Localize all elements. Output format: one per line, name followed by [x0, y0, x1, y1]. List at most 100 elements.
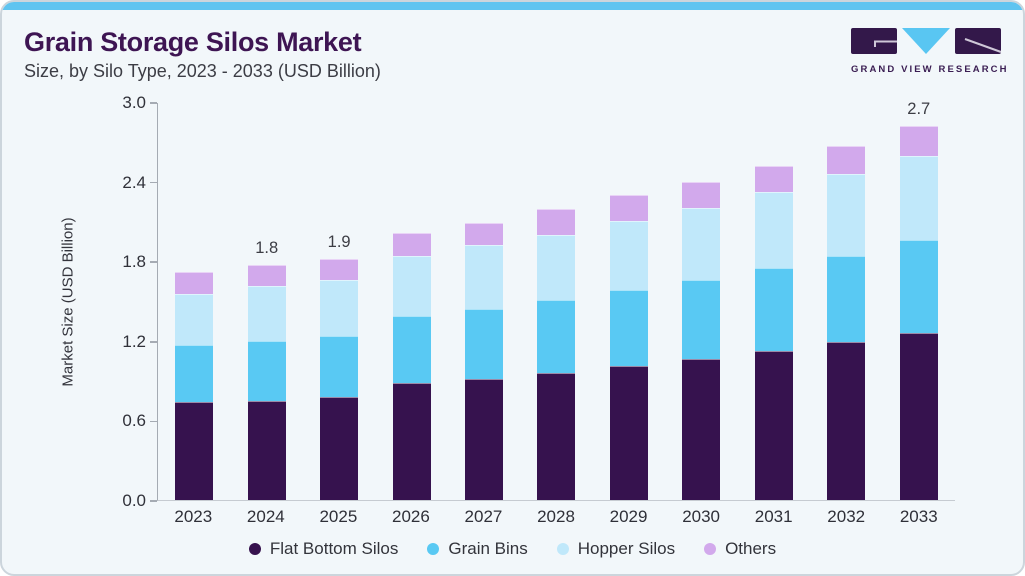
bar-stack-2031: [754, 165, 793, 500]
bar-slot-2031: [738, 103, 810, 500]
bar-segment-flat-bottom-silos: [320, 396, 359, 500]
bar-segment-grain-bins: [827, 255, 866, 343]
bar-segment-grain-bins: [392, 315, 431, 384]
bar-stack-2033: [899, 125, 938, 500]
y-tick-label: 1.2: [122, 331, 146, 351]
y-tick-mark: [150, 181, 157, 184]
bar-segment-hopper-silos: [320, 279, 359, 336]
bar-segment-grain-bins: [899, 239, 938, 333]
y-tick-label: 1.8: [122, 252, 146, 272]
page-title: Grain Storage Silos Market: [24, 27, 362, 57]
bar-stack-2025: [320, 258, 359, 500]
legend-dot-icon: [704, 543, 717, 555]
x-tick-label: 2030: [682, 507, 721, 526]
bar-segment-flat-bottom-silos: [392, 383, 431, 500]
bar-segment-flat-bottom-silos: [899, 332, 938, 500]
bar-segment-others: [247, 265, 286, 287]
legend-label: Hopper Silos: [577, 539, 676, 558]
bar-segment-others: [465, 222, 504, 246]
y-tick-label: 2.4: [122, 172, 146, 192]
bar-stack-2027: [465, 222, 504, 500]
bar-segment-others: [827, 145, 866, 174]
bar-segment-flat-bottom-silos: [465, 379, 504, 500]
bar-stack-2029: [609, 194, 648, 500]
bar-segment-hopper-silos: [827, 173, 866, 256]
bar-segment-flat-bottom-silos: [827, 342, 866, 500]
bar-segment-grain-bins: [247, 340, 286, 401]
bar-slot-2025: 1.9: [303, 103, 375, 500]
x-tick-label: 2025: [319, 507, 358, 526]
legend-item-hopper-silos: Hopper Silos: [556, 539, 676, 559]
bar-segment-others: [392, 233, 431, 256]
bar-stack-2026: [392, 233, 431, 500]
bar-segment-others: [754, 165, 793, 193]
plot-area: 1.8 1.9 2.7: [157, 99, 955, 501]
bar-segment-hopper-silos: [609, 221, 648, 291]
x-tick-label: 2026: [392, 507, 430, 526]
bar-segment-hopper-silos: [247, 286, 286, 341]
bar-segment-others: [609, 194, 648, 222]
x-tick-label: 2029: [609, 507, 648, 526]
gvr-logo-text: GRAND VIEW RESEARCH: [851, 64, 1009, 75]
x-tick-label: 2024: [246, 507, 285, 526]
x-tick-label: 2031: [754, 507, 793, 526]
bar-slot-2033: 2.7: [883, 99, 955, 500]
bar-segment-others: [899, 125, 938, 157]
bar-segment-hopper-silos: [899, 156, 938, 240]
bar-total-label: 1.9: [327, 232, 351, 251]
bar-segment-hopper-silos: [465, 245, 504, 309]
legend-label: Others: [725, 539, 777, 558]
bar-slot-2028: [520, 103, 592, 500]
bar-segment-hopper-silos: [175, 294, 214, 345]
legend-item-grain-bins: Grain Bins: [427, 539, 528, 559]
legend-item-flat-bottom-silos: Flat Bottom Silos: [248, 539, 399, 559]
y-tick-mark: [150, 500, 157, 502]
bar-segment-others: [320, 258, 359, 280]
bar-segment-hopper-silos: [537, 234, 576, 300]
bar-segment-flat-bottom-silos: [537, 372, 576, 500]
bar-segment-grain-bins: [320, 335, 359, 397]
chart-header: Grain Storage Silos Market Size, by Silo…: [24, 26, 381, 82]
legend-dot-icon: [427, 543, 440, 555]
bar-slot-2029: [593, 103, 665, 500]
bar-slot-2024: 1.8: [230, 103, 302, 500]
bar-total-label: 1.8: [255, 239, 279, 258]
bar-stack-2024: [247, 265, 286, 500]
bar-segment-others: [175, 271, 214, 295]
y-tick-mark: [150, 261, 157, 263]
bar-segment-hopper-silos: [392, 255, 431, 316]
bar-segment-flat-bottom-silos: [247, 400, 286, 500]
bar-stack-2023: [175, 271, 214, 500]
bar-segment-grain-bins: [537, 299, 576, 373]
bar-segment-flat-bottom-silos: [682, 359, 721, 500]
bar-stack-2030: [682, 181, 721, 500]
bars-container: 1.8 1.9 2.7: [158, 99, 955, 500]
bar-segment-others: [682, 181, 721, 209]
x-tick-label: 2032: [827, 507, 866, 526]
bar-slot-2026: [375, 103, 447, 500]
top-accent-bar: [2, 2, 1023, 10]
chart-legend: Flat Bottom Silos Grain Bins Hopper Silos O…: [2, 539, 1023, 559]
y-axis-title: Market Size (USD Billion): [59, 217, 77, 387]
y-tick-mark: [150, 341, 157, 343]
bar-segment-grain-bins: [609, 290, 648, 367]
y-tick-label: 0.0: [122, 491, 146, 510]
legend-dot-icon: [556, 543, 569, 555]
bar-total-label: 2.7: [907, 99, 931, 118]
x-tick-label: 2023: [174, 507, 213, 526]
legend-dot-icon: [248, 543, 261, 555]
bar-segment-hopper-silos: [682, 208, 721, 280]
gvr-logo: GRAND VIEW RESEARCH: [851, 28, 1009, 75]
bar-slot-2030: [665, 103, 737, 500]
page-subtitle: Size, by Silo Type, 2023 - 2033 (USD Bil…: [24, 61, 381, 81]
legend-label: Flat Bottom Silos: [269, 539, 399, 558]
bar-stack-2032: [827, 145, 866, 500]
bar-segment-grain-bins: [175, 344, 214, 402]
legend-item-others: Others: [704, 539, 776, 559]
bar-segment-grain-bins: [754, 267, 793, 352]
y-tick-mark: [150, 420, 157, 423]
x-tick-label: 2028: [537, 507, 575, 526]
bar-segment-others: [537, 209, 576, 235]
x-axis-labels: 2023 2024 2025 2026 2027 2028 2029 2030 2031 2032…: [157, 507, 955, 527]
